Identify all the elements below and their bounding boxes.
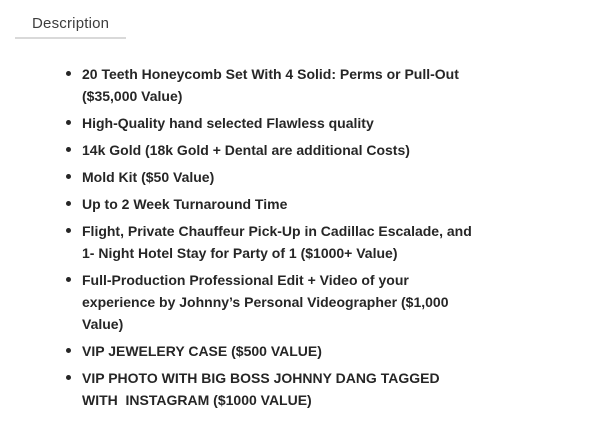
bullet-icon [66,201,71,206]
description-list: 20 Teeth Honeycomb Set With 4 Solid: Per… [0,63,607,411]
list-item: VIP JEWELERY CASE ($500 VALUE) [66,340,587,362]
bullet-icon [66,147,71,152]
list-item-text: Full-Production Professional Edit + Vide… [82,272,449,332]
list-item: 20 Teeth Honeycomb Set With 4 Solid: Per… [66,63,587,107]
bullet-icon [66,375,71,380]
tab-bar: Description [0,0,607,39]
list-item-text: VIP JEWELERY CASE ($500 VALUE) [82,343,322,359]
list-item-text: VIP PHOTO WITH BIG BOSS JOHNNY DANG TAGG… [82,370,440,408]
list-item: VIP PHOTO WITH BIG BOSS JOHNNY DANG TAGG… [66,367,587,411]
list-item: Flight, Private Chauffeur Pick-Up in Cad… [66,220,587,264]
list-item: 14k Gold (18k Gold + Dental are addition… [66,139,587,161]
list-item-text: 20 Teeth Honeycomb Set With 4 Solid: Per… [82,66,459,104]
bullet-icon [66,228,71,233]
bullet-icon [66,277,71,282]
list-item-text: Flight, Private Chauffeur Pick-Up in Cad… [82,223,472,261]
bullet-icon [66,348,71,353]
list-item-text: 14k Gold (18k Gold + Dental are addition… [82,142,410,158]
list-item-text: Up to 2 Week Turnaround Time [82,196,288,212]
list-item: Mold Kit ($50 Value) [66,166,587,188]
bullet-icon [66,71,71,76]
bullet-icon [66,174,71,179]
bullet-icon [66,120,71,125]
list-item-text: Mold Kit ($50 Value) [82,169,215,185]
list-item-text: High-Quality hand selected Flawless qual… [82,115,374,131]
list-item: Up to 2 Week Turnaround Time [66,193,587,215]
list-item: High-Quality hand selected Flawless qual… [66,112,587,134]
list-item: Full-Production Professional Edit + Vide… [66,269,587,335]
tab-description[interactable]: Description [15,12,127,39]
